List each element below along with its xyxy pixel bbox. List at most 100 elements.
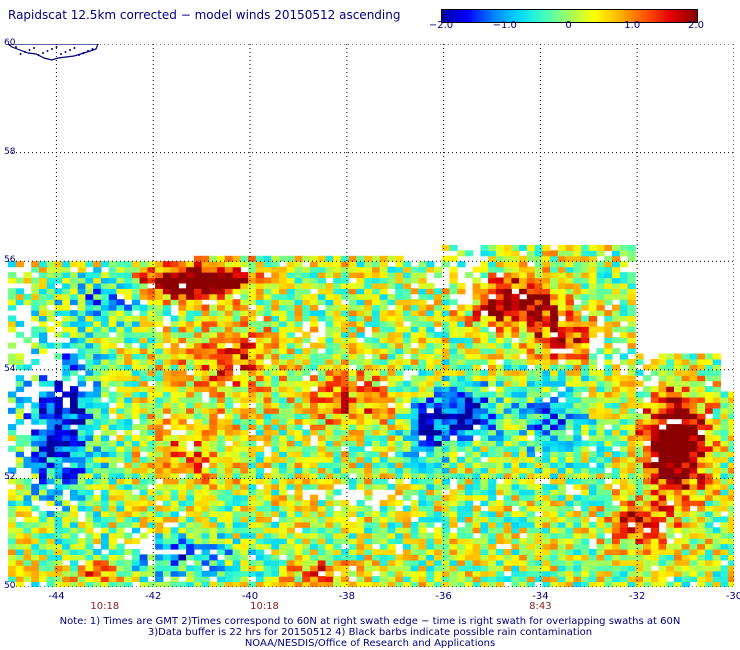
wind-cell xyxy=(666,494,675,501)
wind-cell xyxy=(271,310,280,317)
wind-cell xyxy=(643,451,652,458)
wind-cell xyxy=(100,494,110,501)
wind-cell xyxy=(263,364,272,371)
wind-cell xyxy=(39,293,48,300)
wind-cell xyxy=(619,337,629,344)
wind-cell xyxy=(46,473,55,479)
wind-cell xyxy=(557,369,567,376)
wind-cell xyxy=(542,483,551,490)
wind-cell xyxy=(232,559,241,566)
wind-cell xyxy=(395,440,404,447)
wind-cell xyxy=(325,418,334,425)
wind-cell xyxy=(46,310,55,317)
wind-cell xyxy=(557,473,567,479)
wind-cell xyxy=(232,315,241,322)
wind-cell xyxy=(650,581,660,587)
wind-cell xyxy=(635,565,644,572)
wind-cell xyxy=(325,549,334,555)
wind-cell xyxy=(457,570,466,577)
wind-cell xyxy=(728,581,734,587)
wind-cell xyxy=(449,576,458,583)
wind-cell xyxy=(100,478,110,485)
wind-cell xyxy=(263,326,272,333)
wind-cell xyxy=(480,549,489,555)
wind-cell xyxy=(588,288,598,295)
wind-cell xyxy=(666,369,675,376)
wind-cell xyxy=(31,532,40,539)
wind-cell xyxy=(294,483,303,490)
wind-cell xyxy=(519,299,528,306)
wind-cell xyxy=(15,413,24,420)
wind-cell xyxy=(279,451,288,458)
wind-cell xyxy=(279,310,288,317)
wind-cell xyxy=(302,310,311,317)
wind-cell xyxy=(379,445,388,452)
wind-cell xyxy=(612,277,621,284)
wind-cell xyxy=(193,511,203,517)
wind-cell xyxy=(201,315,210,322)
wind-cell xyxy=(619,424,629,431)
wind-cell xyxy=(263,478,272,485)
wind-cell xyxy=(565,418,574,425)
wind-cell xyxy=(511,391,520,398)
wind-cell xyxy=(526,402,536,409)
wind-cell xyxy=(519,320,528,327)
wind-cell xyxy=(457,375,466,382)
wind-cell xyxy=(108,543,117,550)
wind-cell xyxy=(255,543,265,550)
wind-cell xyxy=(240,337,249,344)
wind-cell xyxy=(387,337,396,344)
wind-cell xyxy=(147,386,156,393)
wind-cell xyxy=(8,505,17,512)
wind-cell xyxy=(62,418,71,425)
wind-cell xyxy=(410,364,419,371)
wind-cell xyxy=(472,293,481,300)
wind-cell xyxy=(588,554,598,561)
wind-cell xyxy=(418,478,427,485)
wind-cell xyxy=(46,543,55,550)
wind-cell xyxy=(240,581,249,587)
wind-cell xyxy=(310,418,319,425)
wind-cell xyxy=(387,380,396,387)
wind-cell xyxy=(488,272,497,279)
wind-cell xyxy=(85,429,94,436)
wind-cell xyxy=(565,320,574,327)
wind-cell xyxy=(573,391,582,398)
wind-cell xyxy=(8,435,17,441)
wind-cell xyxy=(612,505,621,512)
wind-cell xyxy=(712,407,721,414)
wind-cell xyxy=(46,299,55,306)
wind-cell xyxy=(178,386,187,393)
wind-cell xyxy=(341,511,350,517)
wind-cell xyxy=(31,277,40,284)
wind-cell xyxy=(62,505,71,512)
wind-cell xyxy=(635,396,644,403)
wind-cell xyxy=(643,473,652,479)
wind-cell xyxy=(643,576,652,583)
wind-cell xyxy=(348,445,357,452)
wind-cell xyxy=(31,261,40,268)
wind-cell xyxy=(542,375,551,382)
wind-cell xyxy=(170,511,179,517)
wind-cell xyxy=(418,549,427,555)
wind-cell xyxy=(294,538,303,545)
wind-cell xyxy=(8,424,17,431)
wind-cell xyxy=(124,445,133,452)
wind-cell xyxy=(341,320,350,327)
wind-cell xyxy=(689,527,698,534)
wind-cell xyxy=(294,337,303,344)
wind-cell xyxy=(255,353,265,360)
wind-cell xyxy=(480,375,489,382)
wind-cell xyxy=(627,375,636,382)
wind-cell xyxy=(116,402,125,409)
wind-cell xyxy=(542,462,551,469)
wind-cell xyxy=(23,516,32,523)
wind-cell xyxy=(93,315,102,322)
wind-cell xyxy=(596,456,605,463)
wind-cell xyxy=(410,478,419,485)
wind-cell xyxy=(674,581,683,587)
wind-cell xyxy=(658,445,667,452)
wind-cell xyxy=(627,380,636,387)
wind-cell xyxy=(46,418,55,425)
wind-cell xyxy=(62,516,71,523)
